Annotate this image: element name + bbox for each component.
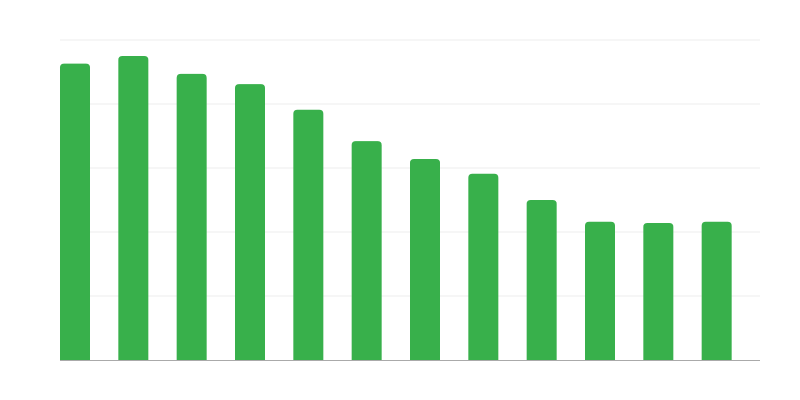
bar-2 (118, 56, 149, 360)
bar-5 (293, 109, 324, 360)
bar-3 (176, 73, 207, 361)
bar-11 (643, 223, 674, 360)
bar-8 (468, 173, 499, 360)
bar-10 (585, 221, 615, 360)
bars (60, 56, 732, 361)
bar-4 (235, 84, 265, 360)
bar-12 (701, 221, 732, 360)
bar-9 (526, 200, 557, 360)
bar-7 (410, 159, 440, 360)
bar-6 (351, 141, 382, 360)
bar-1 (60, 63, 90, 361)
